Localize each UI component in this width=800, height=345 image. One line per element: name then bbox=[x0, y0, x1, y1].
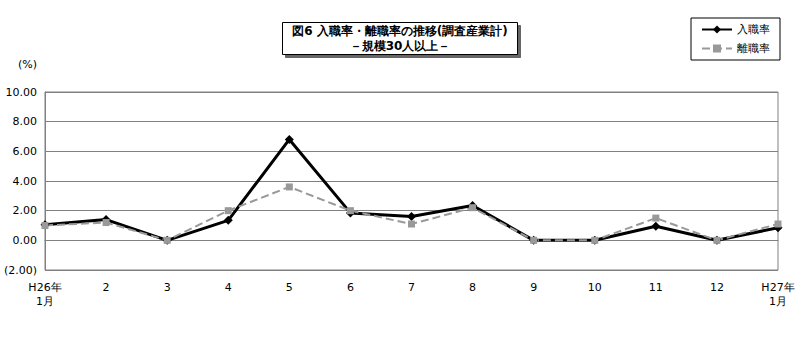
svg-text:入職率: 入職率 bbox=[737, 23, 770, 36]
svg-text:(2.00): (2.00) bbox=[4, 264, 37, 277]
svg-text:1月: 1月 bbox=[769, 295, 787, 308]
svg-text:0.00: 0.00 bbox=[13, 234, 38, 247]
svg-text:8.00: 8.00 bbox=[13, 115, 38, 128]
svg-text:10: 10 bbox=[588, 281, 602, 294]
svg-text:6.00: 6.00 bbox=[13, 145, 38, 158]
svg-text:6: 6 bbox=[347, 281, 354, 294]
svg-text:2: 2 bbox=[103, 281, 110, 294]
svg-text:1月: 1月 bbox=[36, 295, 54, 308]
svg-text:12: 12 bbox=[710, 281, 724, 294]
svg-text:図6 入職率・離職率の推移(調査産業計): 図6 入職率・離職率の推移(調査産業計) bbox=[292, 24, 508, 38]
svg-text:5: 5 bbox=[286, 281, 293, 294]
svg-text:7: 7 bbox=[408, 281, 415, 294]
svg-text:離職率: 離職率 bbox=[737, 42, 770, 55]
svg-text:H26年: H26年 bbox=[28, 281, 61, 294]
svg-text:9: 9 bbox=[530, 281, 537, 294]
svg-text:H27年: H27年 bbox=[761, 281, 794, 294]
svg-text:10.00: 10.00 bbox=[6, 86, 38, 99]
svg-text:3: 3 bbox=[164, 281, 171, 294]
svg-text:11: 11 bbox=[649, 281, 663, 294]
svg-text:8: 8 bbox=[469, 281, 476, 294]
svg-text:2.00: 2.00 bbox=[13, 204, 38, 217]
svg-text:－規模30人以上－: －規模30人以上－ bbox=[350, 39, 451, 53]
svg-text:4.00: 4.00 bbox=[13, 175, 38, 188]
svg-text:(%): (%) bbox=[18, 58, 37, 71]
svg-text:4: 4 bbox=[225, 281, 232, 294]
